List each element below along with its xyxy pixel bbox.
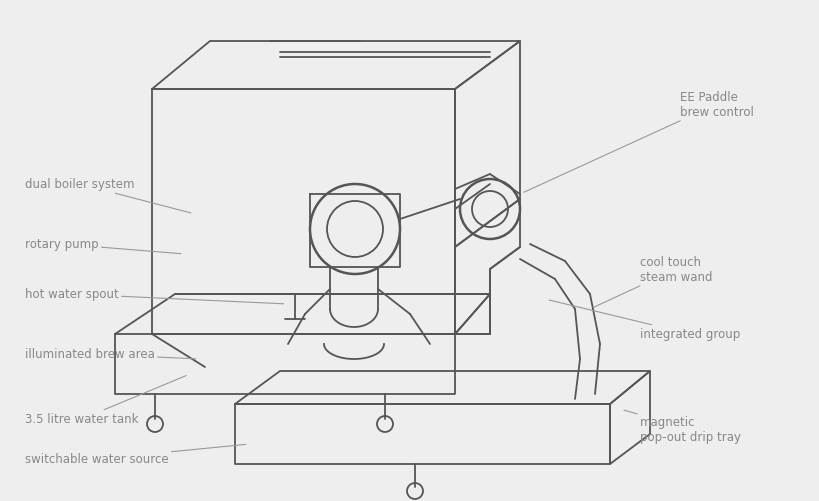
Text: dual boiler system: dual boiler system [25, 178, 191, 213]
Text: 3.5 litre water tank: 3.5 litre water tank [25, 376, 186, 426]
Text: cool touch
steam wand: cool touch steam wand [593, 256, 712, 308]
Text: integrated group: integrated group [549, 301, 740, 341]
Text: EE Paddle
brew control: EE Paddle brew control [523, 91, 753, 193]
Text: illuminated brew area: illuminated brew area [25, 348, 196, 361]
Text: magnetic
pop-out drip tray: magnetic pop-out drip tray [623, 410, 740, 443]
Text: rotary pump: rotary pump [25, 238, 181, 254]
Text: hot water spout: hot water spout [25, 288, 283, 304]
Text: switchable water source: switchable water source [25, 444, 246, 465]
